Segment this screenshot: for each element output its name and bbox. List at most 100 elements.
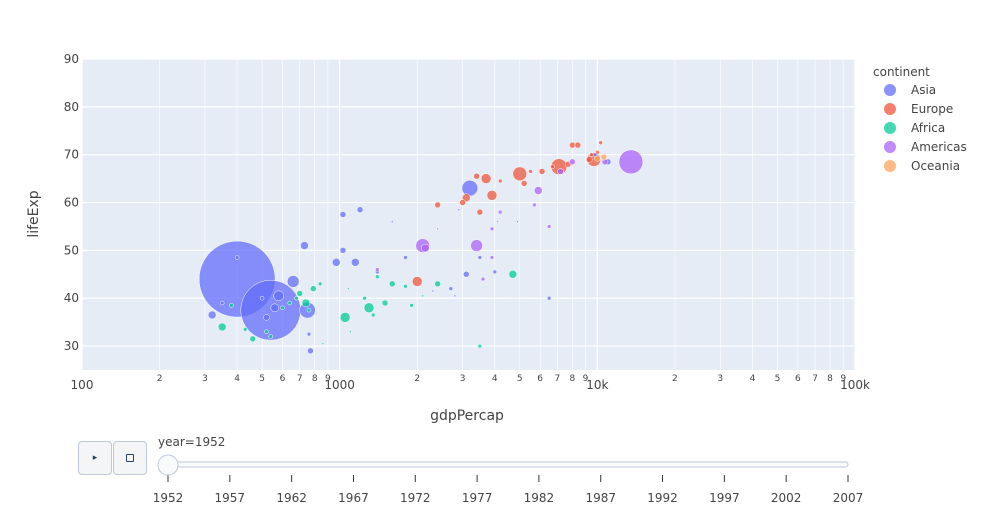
slider-handle[interactable] [157, 454, 179, 476]
point-asia [492, 269, 498, 275]
slider-step-label: 1992 [647, 491, 678, 505]
point-europe [589, 152, 594, 157]
slider-rail[interactable] [157, 461, 849, 468]
slider-step-label: 1967 [338, 491, 369, 505]
point-europe [473, 172, 480, 180]
point-asia [448, 286, 454, 291]
point-asia [453, 294, 457, 298]
play-button[interactable]: ▸ [78, 441, 112, 475]
legend-marker-oceania [884, 160, 896, 172]
point-africa [249, 335, 257, 343]
x-minor-tick-label: 5 [259, 374, 265, 384]
point-asia [306, 331, 312, 337]
slider-step-label: 1977 [462, 491, 493, 505]
x-axis-title: gdpPercap [430, 408, 504, 424]
point-africa [321, 342, 325, 345]
y-tick-label: 70 [64, 148, 79, 162]
x-minor-tick-label: 5 [517, 374, 523, 384]
x-minor-tick-label: 5 [775, 374, 781, 384]
point-asia [207, 310, 217, 320]
slider-step-label: 1972 [400, 491, 431, 505]
point-africa [421, 294, 424, 298]
legend[interactable]: Asia Europe Africa Americas Oceania [884, 83, 967, 173]
point-africa [349, 330, 352, 333]
point-americas [489, 226, 495, 232]
y-tick-label: 90 [64, 52, 79, 66]
point-oceania [600, 153, 608, 161]
point-asia [477, 255, 483, 260]
x-minor-tick-label: 2 [672, 374, 678, 384]
x-minor-tick-label: 7 [297, 374, 303, 384]
x-minor-tick-label: 9 [840, 374, 846, 384]
point-europe [574, 141, 582, 149]
stop-button[interactable] [113, 441, 147, 475]
point-europe [480, 173, 492, 184]
point-europe [550, 164, 555, 169]
y-tick-label: 80 [64, 100, 79, 114]
point-africa [242, 327, 248, 332]
point-asia [263, 314, 270, 321]
point-europe [498, 178, 503, 184]
point-africa [409, 303, 414, 308]
point-americas [421, 243, 430, 253]
point-asia [546, 295, 552, 301]
point-africa [347, 287, 350, 290]
point-americas [532, 202, 537, 208]
point-americas [480, 276, 486, 282]
point-africa [306, 307, 312, 313]
point-asia [457, 208, 461, 211]
point-africa [317, 281, 323, 287]
x-tick-label: 1000 [324, 378, 355, 392]
data-points [198, 140, 644, 355]
x-minor-tick-label: 2 [157, 374, 163, 384]
point-africa [381, 299, 389, 307]
legend-marker-americas [884, 141, 896, 153]
x-minor-tick-label: 6 [537, 374, 543, 384]
legend-label-asia: Asia [911, 83, 936, 97]
x-minor-tick-label: 8 [312, 374, 318, 384]
point-asia [351, 258, 360, 267]
point-africa [375, 274, 380, 279]
point-asia [461, 179, 479, 197]
point-africa [294, 295, 299, 301]
y-tick-labels: 30 40 50 60 70 80 90 [64, 52, 79, 353]
point-americas [569, 158, 576, 166]
point-asia [270, 303, 280, 313]
point-africa [434, 280, 441, 288]
point-asia [356, 206, 364, 213]
point-europe [528, 169, 533, 174]
slider-step-label: 1982 [524, 491, 555, 505]
x-minor-tick-label: 9 [583, 374, 589, 384]
slider-step-label: 1987 [585, 491, 616, 505]
x-minor-tick-label: 7 [812, 374, 818, 384]
x-minor-tick-label: 3 [202, 374, 208, 384]
legend-title: continent [873, 65, 930, 79]
point-africa [296, 290, 304, 297]
legend-label-africa: Africa [911, 121, 945, 135]
point-americas [557, 168, 564, 175]
point-americas [534, 186, 543, 195]
point-oceania [594, 155, 601, 162]
point-europe [411, 276, 423, 287]
point-americas [375, 267, 380, 272]
point-africa [389, 280, 396, 288]
legend-label-americas: Americas [911, 140, 967, 154]
slider-step-label: 1957 [215, 491, 246, 505]
point-americas [618, 149, 644, 175]
legend-label-oceania: Oceania [911, 159, 960, 173]
point-asia [463, 271, 470, 278]
x-minor-tick-label: 6 [280, 374, 286, 384]
x-minor-tick-label: 3 [460, 374, 466, 384]
x-minor-tick-label: 7 [555, 374, 561, 384]
x-tick-label: 100 [71, 378, 94, 392]
y-axis-title: lifeExp [26, 190, 42, 237]
point-asia [259, 295, 265, 301]
point-asia [516, 220, 519, 223]
point-europe [459, 199, 466, 206]
point-africa [280, 305, 285, 311]
point-asia [391, 220, 394, 223]
point-africa [217, 322, 227, 332]
point-africa [508, 270, 518, 279]
